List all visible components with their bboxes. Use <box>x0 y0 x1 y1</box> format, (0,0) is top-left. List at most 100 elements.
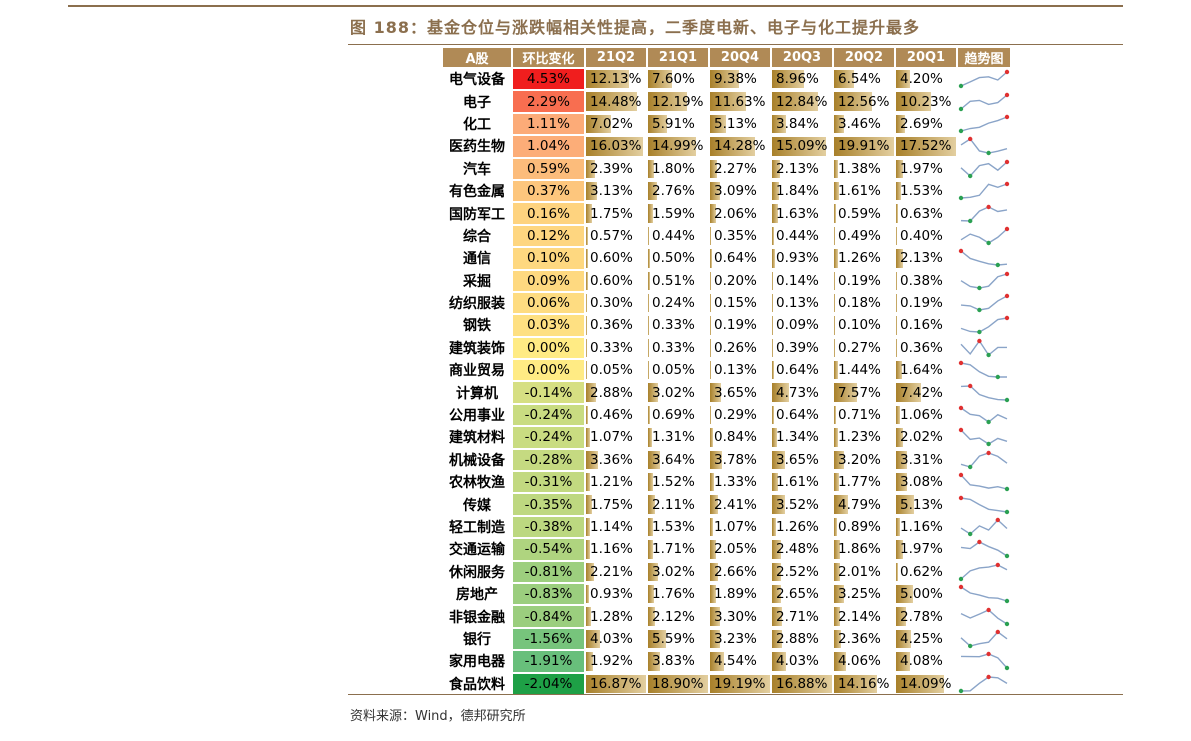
quarter-value: 2.65% <box>776 586 819 603</box>
trend-sparkline <box>958 674 1008 693</box>
quarter-cell: 2.02% <box>896 427 956 447</box>
sparkline-path <box>960 519 1008 535</box>
quarter-value: 2.13% <box>900 250 943 267</box>
sparkline-path <box>960 94 1008 110</box>
data-bar <box>896 271 898 290</box>
quarter-cell: 3.36% <box>586 450 646 470</box>
quarter-cell: 0.64% <box>772 405 832 425</box>
data-bar <box>834 540 840 559</box>
quarter-cell: 0.57% <box>586 226 646 246</box>
header-change: 环比变化 <box>513 48 584 67</box>
quarter-cell: 0.26% <box>710 338 770 358</box>
quarter-value: 3.52% <box>776 496 819 513</box>
quarter-value: 12.13% <box>590 71 642 88</box>
sparkline-max-dot <box>958 361 964 366</box>
quarter-value: 1.07% <box>714 519 757 535</box>
quarter-cell: 2.69% <box>896 114 956 134</box>
quarter-cell: 2.66% <box>710 562 770 582</box>
position-change-table: A股 环比变化 21Q2 21Q1 20Q4 20Q3 20Q2 20Q1 趋势图 电气设备 4.… <box>441 46 1012 696</box>
trend-sparkline-cell <box>958 293 1010 313</box>
table-row: 银行 -1.56% 4.03% 5.59% 3.23% 2.88% 2.36% 4.25% <box>443 628 1010 650</box>
sparkline-max-dot <box>986 674 991 679</box>
quarter-cell: 4.79% <box>834 494 894 514</box>
quarter-value: 3.13% <box>590 183 633 200</box>
quarter-cell: 2.71% <box>772 606 832 626</box>
data-bar <box>710 159 718 178</box>
quarter-value: 3.78% <box>714 451 757 468</box>
sparkline-path <box>960 317 1008 334</box>
data-bar <box>648 652 661 671</box>
quarter-cell: 1.59% <box>648 203 708 223</box>
sparkline-min-dot <box>1004 554 1010 559</box>
change-value: -0.38% <box>513 516 584 538</box>
quarter-cell: 3.13% <box>586 181 646 201</box>
sparkline-path <box>960 138 1008 155</box>
data-bar <box>648 450 660 470</box>
quarter-cell: 2.21% <box>586 562 646 582</box>
sparkline-max-dot <box>958 495 964 500</box>
quarter-cell: 3.65% <box>710 382 770 402</box>
quarter-value: 1.06% <box>900 407 943 424</box>
quarter-value: 1.26% <box>776 519 819 535</box>
quarter-value: 0.10% <box>838 317 881 334</box>
data-bar <box>586 137 643 156</box>
table-row: 非银金融 -0.84% 1.28% 2.12% 3.30% 2.71% 2.14% 2.78% <box>443 606 1010 627</box>
data-bar <box>772 181 779 201</box>
change-value: -2.04% <box>513 673 584 694</box>
data-bar <box>834 652 847 671</box>
trend-sparkline-cell <box>958 606 1010 626</box>
position-table-container: A股 环比变化 21Q2 21Q1 20Q4 20Q3 20Q2 20Q1 趋势图 电气设备 4.… <box>441 46 1012 696</box>
sparkline-path <box>960 586 1008 602</box>
quarter-cell: 0.19% <box>710 315 770 335</box>
data-bar <box>710 405 712 425</box>
trend-sparkline-cell <box>958 136 1010 156</box>
quarter-cell: 4.03% <box>772 651 832 671</box>
data-bar <box>710 204 717 223</box>
sparkline-max-dot <box>1004 181 1010 187</box>
quarter-cell: 3.64% <box>648 450 708 470</box>
quarter-cell: 2.65% <box>772 584 832 604</box>
quarter-value: 0.33% <box>652 339 695 356</box>
data-bar <box>834 114 845 134</box>
quarter-value: 2.52% <box>776 563 819 580</box>
table-row: 休闲服务 -0.81% 2.21% 3.02% 2.66% 2.52% 2.01% 0.62% <box>443 561 1010 582</box>
sparkline-min-dot <box>968 173 973 178</box>
quarter-value: 16.03% <box>590 138 642 155</box>
sparkline-min-dot <box>1004 621 1010 626</box>
quarter-cell: 3.09% <box>710 181 770 201</box>
trend-sparkline <box>960 159 1010 178</box>
quarter-cell: 16.03% <box>586 136 646 156</box>
quarter-cell: 1.16% <box>586 539 646 559</box>
data-bar <box>896 495 914 514</box>
trend-sparkline-cell <box>958 69 1010 89</box>
quarter-cell: 8.96% <box>772 69 832 89</box>
quarter-cell: 2.48% <box>772 539 832 559</box>
trend-sparkline <box>958 114 1010 134</box>
quarter-cell: 0.33% <box>586 338 646 358</box>
sparkline-min-dot <box>958 576 964 581</box>
table-row: 化工 1.11% 7.02% 5.91% 5.13% 3.84% 3.46% 2.69% <box>443 113 1010 135</box>
table-row: 国防军工 0.16% 1.75% 1.59% 2.06% 1.63% 0.59% 0.63% <box>443 203 1010 224</box>
quarter-value: 3.08% <box>900 474 943 491</box>
quarter-cell: 2.14% <box>834 606 894 626</box>
industry-name: 建筑材料 <box>443 427 511 448</box>
quarter-value: 4.25% <box>900 630 943 647</box>
quarter-cell: 1.34% <box>772 427 832 447</box>
industry-name: 房地产 <box>443 583 511 605</box>
data-bar <box>834 226 836 246</box>
quarter-value: 2.39% <box>590 160 633 177</box>
data-bar <box>710 562 719 581</box>
quarter-value: 3.83% <box>652 653 695 670</box>
quarter-value: 0.44% <box>776 227 819 244</box>
quarter-value: 0.89% <box>838 519 881 535</box>
industry-name: 采掘 <box>443 270 511 291</box>
quarter-value: 3.23% <box>714 630 757 647</box>
sparkline-max-dot <box>995 562 1000 567</box>
quarter-value: 2.41% <box>714 496 757 513</box>
quarter-value: 1.07% <box>590 429 633 446</box>
quarter-cell: 5.00% <box>896 584 956 604</box>
quarter-cell: 3.02% <box>648 382 708 402</box>
data-bar <box>896 383 922 402</box>
data-bar <box>586 293 588 313</box>
trend-sparkline <box>958 181 1010 201</box>
